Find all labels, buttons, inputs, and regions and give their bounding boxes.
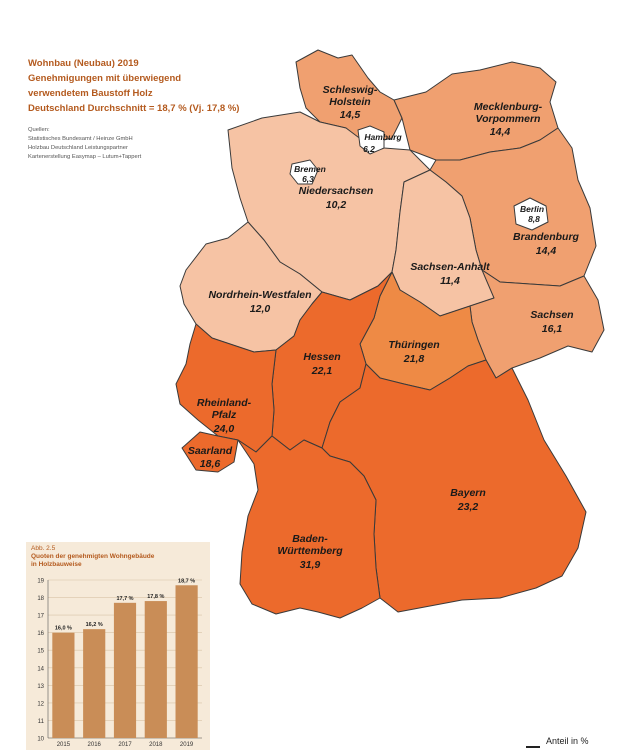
source-line: Quellen: bbox=[28, 127, 50, 133]
bar-chart: 10 11 12 13 14 15 16 17 18 19 16,0 % 2015 16,2 % 2016… bbox=[37, 578, 202, 748]
chart-y-tick-label: 13 bbox=[37, 684, 44, 690]
label-hamburg: Hamburg 6,2 bbox=[363, 132, 402, 154]
title-line: Deutschland Durchschnitt = 18,7 % (Vj. 1… bbox=[28, 103, 240, 114]
chart-figure-label: Abb. 2.5 bbox=[31, 545, 56, 552]
chart-y-tick-label: 12 bbox=[37, 701, 44, 707]
state-baden-wuerttemberg[interactable] bbox=[237, 435, 381, 619]
chart-y-tick-label: 18 bbox=[37, 596, 44, 602]
chart-y-tick-label: 15 bbox=[37, 649, 44, 655]
label-brandenburg: Brandenburg 14,4 bbox=[513, 231, 580, 257]
chart-value-label: 16,2 % bbox=[86, 622, 103, 628]
chart-bar bbox=[144, 601, 167, 738]
state-labels: Schleswig-Holstein 14,5 Hamburg 6,2 Meckle… bbox=[188, 84, 580, 571]
chart-x-tick-label: 2016 bbox=[88, 742, 102, 748]
source-line: Statistisches Bundesamt / Heinze GmbH bbox=[28, 136, 133, 142]
label-baden-wuerttemberg: Baden-Württemberg 31,9 bbox=[277, 533, 343, 571]
chart-y-tick-label: 14 bbox=[37, 666, 44, 672]
state-hamburg[interactable] bbox=[357, 125, 385, 155]
source-line: Kartenerstellung Easymap – Lutum+Tappert bbox=[28, 154, 142, 160]
state-bremen[interactable] bbox=[289, 159, 319, 185]
label-nordrhein-westfalen: Nordrhein-Westfalen 12,0 bbox=[208, 289, 311, 315]
inset-chart: Abb. 2.5 Quoten der genehmigten Wohngebä… bbox=[26, 542, 210, 750]
chart-x-tick-label: 2015 bbox=[57, 742, 71, 748]
chart-x-tick-label: 2019 bbox=[180, 742, 194, 748]
chart-x-tick-label: 2018 bbox=[149, 742, 163, 748]
source-line: Holzbau Deutschland Leistungspartner bbox=[28, 145, 128, 151]
chart-bar bbox=[52, 632, 75, 738]
sources: Quellen: Statistisches Bundesamt / Heinz… bbox=[28, 126, 228, 162]
label-rheinland-pfalz: Rheinland-Pfalz 24,0 bbox=[197, 397, 252, 435]
label-sachsen: Sachsen 16,1 bbox=[530, 309, 573, 335]
state-schleswig-holstein[interactable] bbox=[295, 49, 403, 143]
chart-y-tick-label: 16 bbox=[37, 631, 44, 637]
chart-value-label: 17,8 % bbox=[147, 594, 164, 600]
chart-y-tick-label: 10 bbox=[37, 737, 44, 743]
label-thueringen: Thüringen 21,8 bbox=[388, 339, 439, 365]
chart-y-tick-label: 11 bbox=[38, 719, 45, 725]
chart-x-tick-label: 2017 bbox=[118, 742, 132, 748]
label-saarland: Saarland 18,6 bbox=[188, 445, 233, 470]
chart-y-tick-label: 19 bbox=[37, 579, 44, 585]
chart-title-line: Quoten der genehmigten Wohngebäude bbox=[31, 553, 155, 560]
label-berlin: Berlin 8,8 bbox=[520, 204, 544, 224]
chart-title: Quoten der genehmigten Wohngebäude in Ho… bbox=[31, 553, 201, 569]
chart-bar bbox=[83, 629, 106, 738]
state-saarland[interactable] bbox=[181, 431, 239, 473]
map-title: Wohnbau (Neubau) 2019 Genehmigungen mit … bbox=[28, 56, 268, 116]
label-bayern: Bayern 23,2 bbox=[450, 487, 486, 513]
legend-line bbox=[526, 746, 540, 748]
chart-value-label: 18,7 % bbox=[178, 578, 195, 584]
legend-label: Anteil in % bbox=[546, 736, 589, 746]
title-line: Wohnbau (Neubau) 2019 bbox=[28, 58, 139, 69]
label-hessen: Hessen 22,1 bbox=[303, 351, 340, 377]
label-mecklenburg-vorpommern: Mecklenburg-Vorpommern 14,4 bbox=[474, 101, 543, 138]
state-sachsen[interactable] bbox=[469, 269, 605, 379]
chart-title-line: in Holzbauweise bbox=[31, 561, 82, 568]
chart-value-label: 17,7 % bbox=[116, 596, 133, 602]
label-sachsen-anhalt: Sachsen-Anhalt 11,4 bbox=[410, 261, 490, 287]
label-schleswig-holstein: Schleswig-Holstein 14,5 bbox=[323, 84, 378, 121]
chart-bar bbox=[175, 585, 198, 738]
label-bremen: Bremen 6,3 bbox=[294, 164, 326, 184]
label-niedersachsen: Niedersachsen 10,2 bbox=[299, 185, 374, 211]
title-line: verwendetem Baustoff Holz bbox=[28, 88, 153, 99]
title-line: Genehmigungen mit überwiegend bbox=[28, 73, 182, 84]
chart-value-label: 16,0 % bbox=[55, 626, 72, 632]
chart-bar bbox=[113, 602, 137, 738]
chart-y-tick-label: 17 bbox=[37, 614, 44, 620]
state-berlin[interactable] bbox=[513, 197, 549, 231]
